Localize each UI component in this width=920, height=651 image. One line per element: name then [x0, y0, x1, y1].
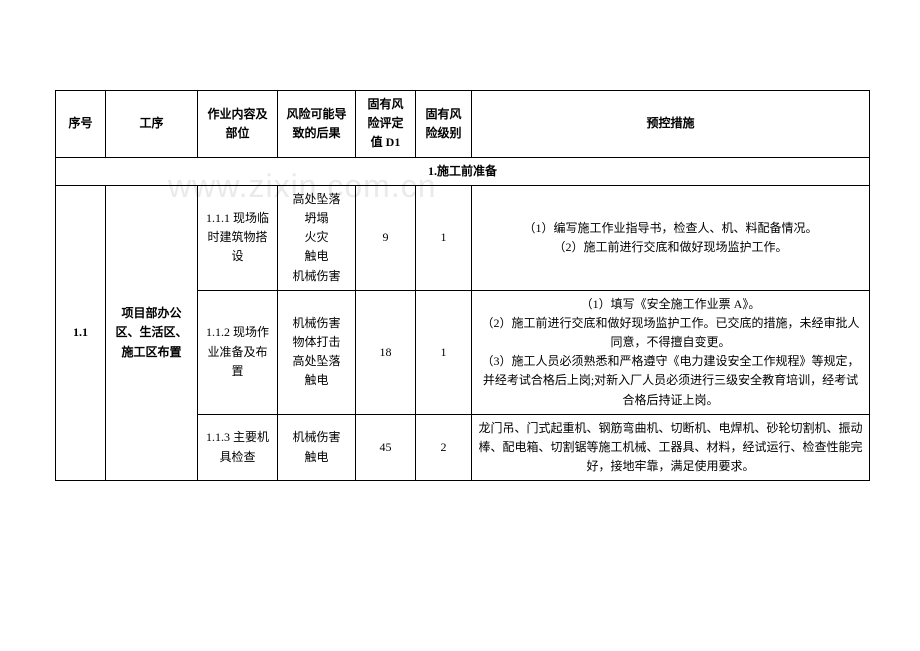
col-header-part: 作业内容及部位: [198, 91, 278, 158]
cell-risk: 机械伤害触电: [278, 414, 356, 481]
risk-table: 序号 工序 作业内容及部位 风险可能导致的后果 固有风险评定值 D1 固有风险级…: [55, 90, 870, 481]
cell-d1: 18: [356, 290, 416, 414]
section-title: 1.施工前准备: [56, 157, 870, 185]
col-header-d1: 固有风险评定值 D1: [356, 91, 416, 158]
table-row: 1.1 项目部办公区、生活区、施工区布置 1.1.1 现场临时建筑物搭设 高处坠…: [56, 185, 870, 290]
col-header-risk: 风险可能导致的后果: [278, 91, 356, 158]
col-header-stage: 工序: [106, 91, 198, 158]
cell-risk: 机械伤害物体打击高处坠落触电: [278, 290, 356, 414]
cell-d1: 9: [356, 185, 416, 290]
cell-level: 1: [416, 185, 472, 290]
cell-level: 2: [416, 414, 472, 481]
section-row: 1.施工前准备: [56, 157, 870, 185]
col-header-no: 序号: [56, 91, 106, 158]
cell-level: 1: [416, 290, 472, 414]
cell-part: 1.1.2 现场作业准备及布置: [198, 290, 278, 414]
col-header-level: 固有风险级别: [416, 91, 472, 158]
col-header-ctrl: 预控措施: [472, 91, 870, 158]
cell-ctrl: （1）填写《安全施工作业票 A》。（2）施工前进行交底和做好现场监护工作。已交底…: [472, 290, 870, 414]
cell-part: 1.1.3 主要机具检查: [198, 414, 278, 481]
cell-no: 1.1: [56, 185, 106, 481]
cell-ctrl: （1）编写施工作业指导书，检查人、机、料配备情况。（2）施工前进行交底和做好现场…: [472, 185, 870, 290]
cell-ctrl: 龙门吊、门式起重机、钢筋弯曲机、切断机、电焊机、砂轮切割机、振动棒、配电箱、切割…: [472, 414, 870, 481]
cell-part: 1.1.1 现场临时建筑物搭设: [198, 185, 278, 290]
cell-d1: 45: [356, 414, 416, 481]
table-header-row: 序号 工序 作业内容及部位 风险可能导致的后果 固有风险评定值 D1 固有风险级…: [56, 91, 870, 158]
cell-risk: 高处坠落坍塌火灾触电机械伤害: [278, 185, 356, 290]
cell-stage: 项目部办公区、生活区、施工区布置: [106, 185, 198, 481]
